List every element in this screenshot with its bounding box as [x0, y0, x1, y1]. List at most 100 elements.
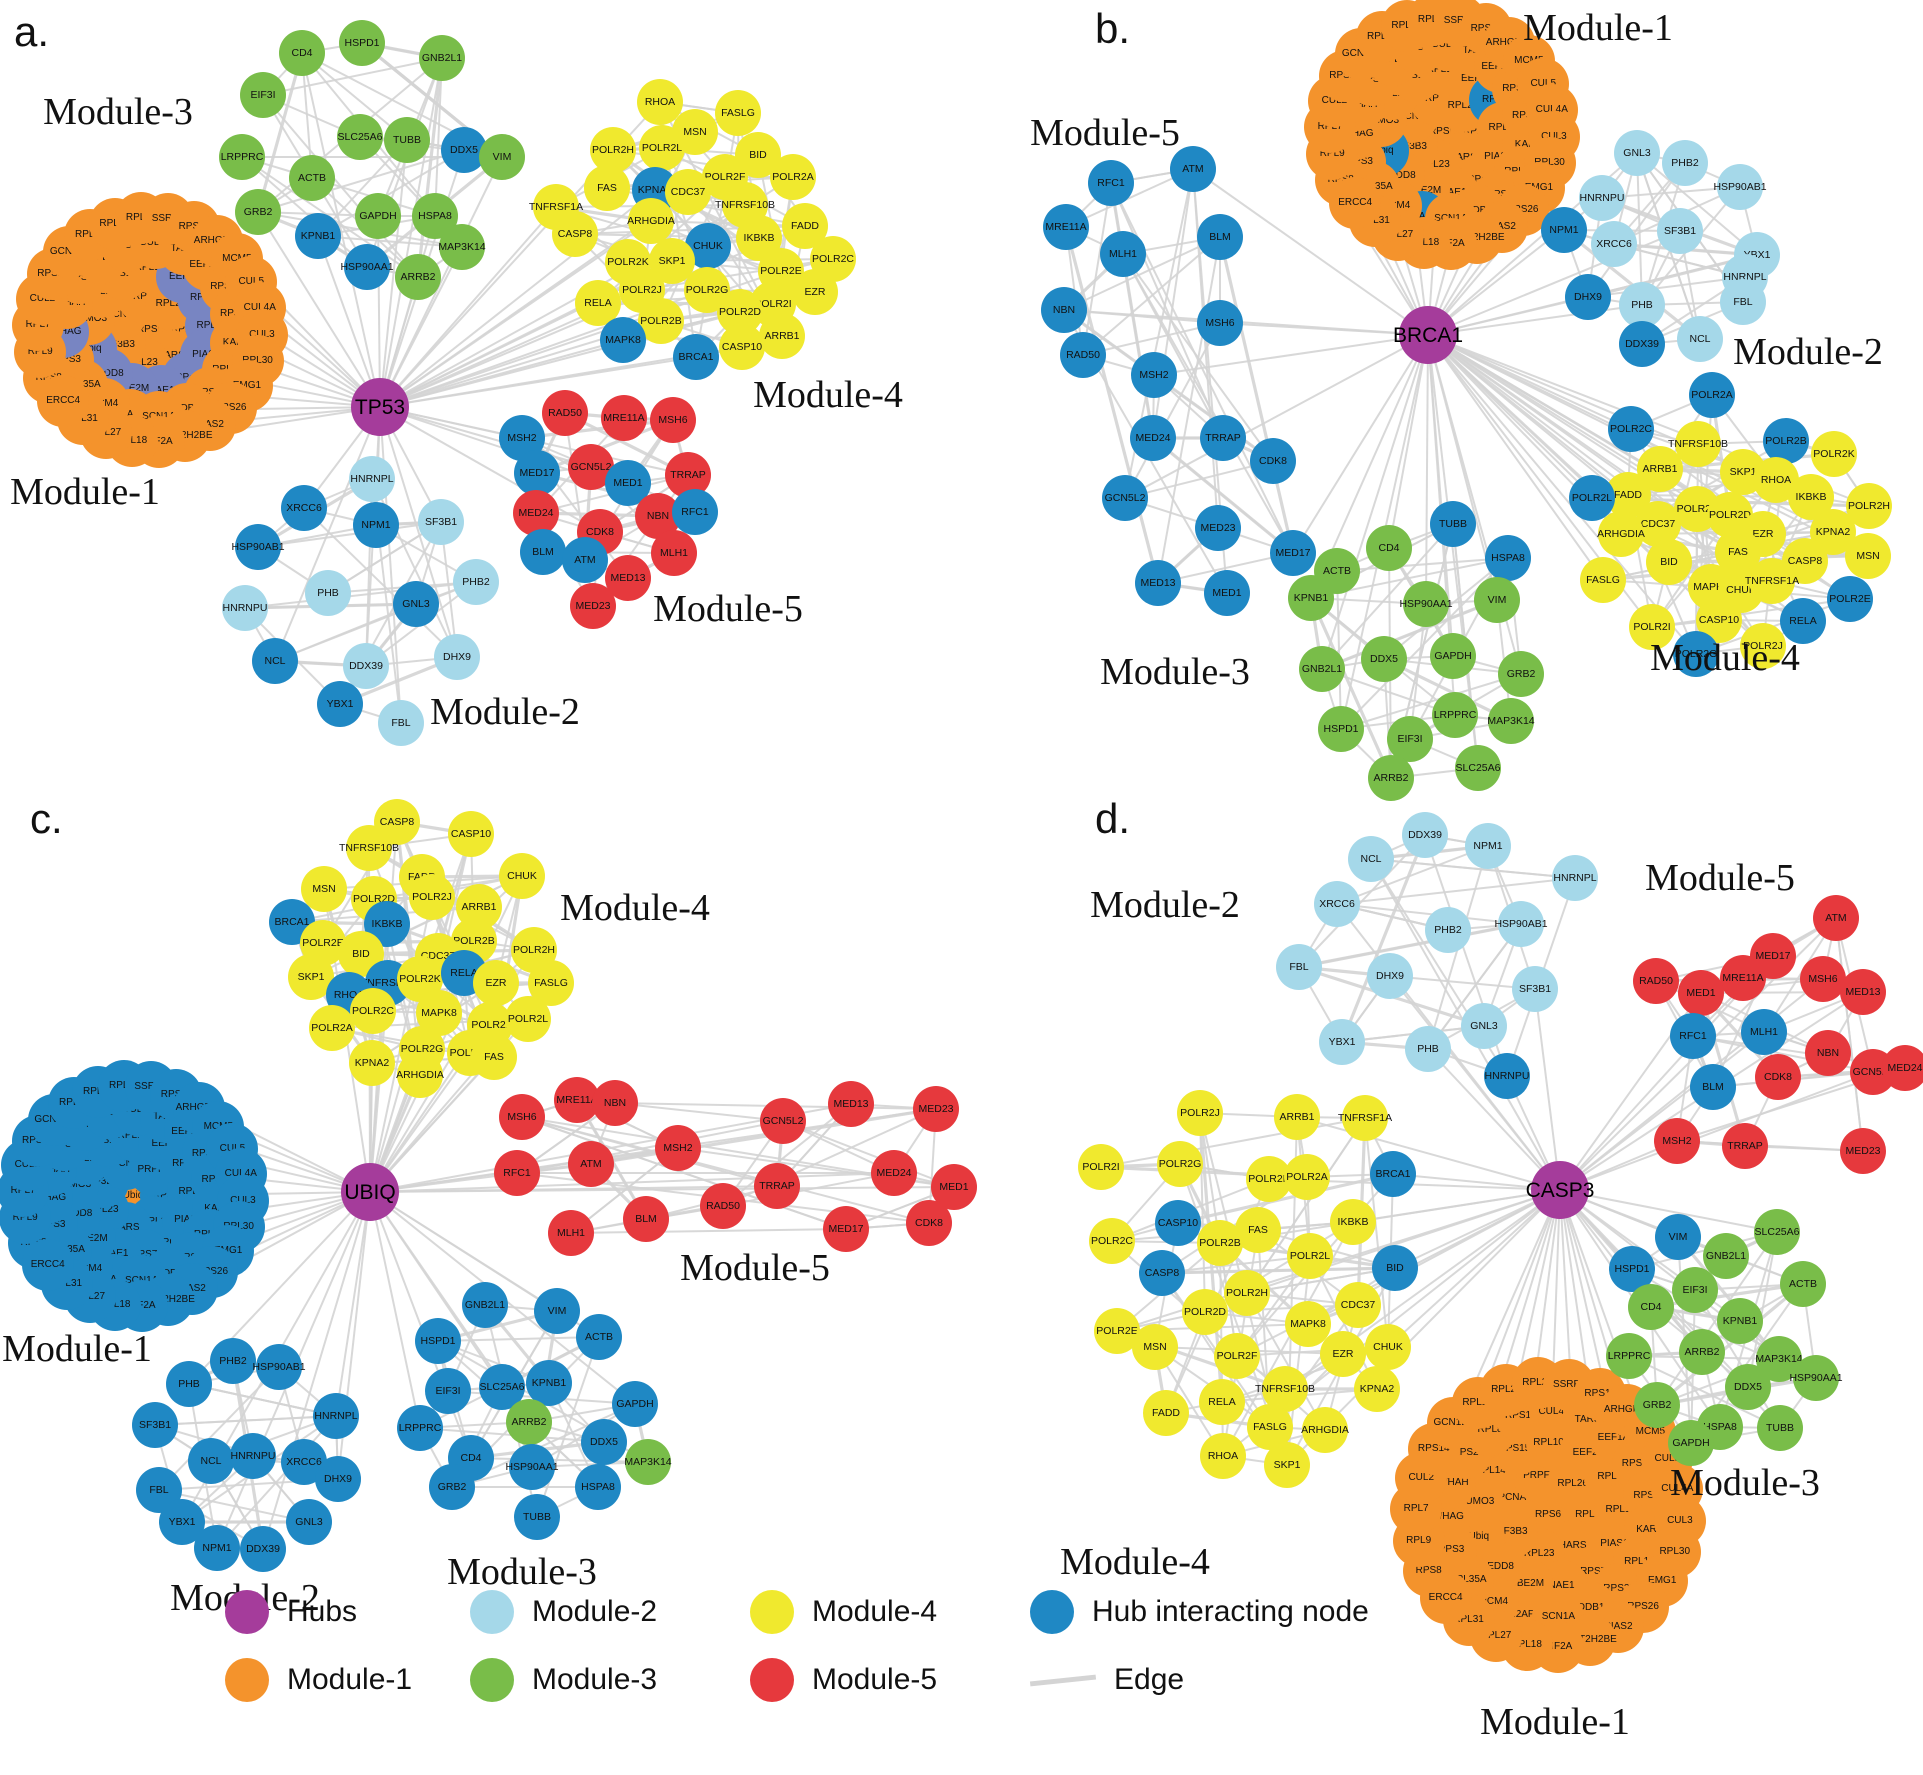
- node-b-DDX5[interactable]: DDX5: [1361, 636, 1407, 682]
- node-d-YBX1[interactable]: YBX1: [1319, 1019, 1365, 1065]
- node-c-POLR2L[interactable]: POLR2L: [505, 996, 551, 1042]
- node-a-FBL[interactable]: FBL: [378, 700, 424, 746]
- node-a-GAPDH[interactable]: GAPDH: [355, 193, 401, 239]
- node-c-NPM1[interactable]: NPM1: [194, 1525, 240, 1571]
- node-b-HSP90AA1[interactable]: HSP90AA1: [1399, 581, 1453, 627]
- node-b-HNRNPU[interactable]: HNRNPU: [1579, 175, 1625, 221]
- node-a-HSP90AA1[interactable]: HSP90AA1: [340, 244, 394, 290]
- node-d-POLR2I[interactable]: POLR2I: [1078, 1144, 1124, 1190]
- node-a-HSP90AB1[interactable]: HSP90AB1: [231, 524, 285, 570]
- node-c-ACTB[interactable]: ACTB: [576, 1314, 622, 1360]
- node-d-POLR2G[interactable]: POLR2G: [1157, 1141, 1203, 1187]
- node-b-module1-ERCC4[interactable]: ERCC4: [1329, 176, 1382, 229]
- node-a-TUBB[interactable]: TUBB: [384, 117, 430, 163]
- node-d-ARHGDIA[interactable]: ARHGDIA: [1301, 1407, 1349, 1453]
- node-c-HSPD1[interactable]: HSPD1: [415, 1318, 461, 1364]
- node-c-PHB2[interactable]: PHB2: [210, 1338, 256, 1384]
- node-b-HSP90AB1[interactable]: HSP90AB1: [1713, 164, 1767, 210]
- node-c-HSP90AA1[interactable]: HSP90AA1: [505, 1444, 559, 1490]
- node-d-XRCC6[interactable]: XRCC6: [1314, 881, 1360, 927]
- node-b-TRRAP[interactable]: TRRAP: [1200, 415, 1246, 461]
- node-d-RAD50[interactable]: RAD50: [1633, 958, 1679, 1004]
- node-b-DDX39[interactable]: DDX39: [1619, 321, 1665, 367]
- node-a-DDX39[interactable]: DDX39: [343, 643, 389, 689]
- node-a-NCL[interactable]: NCL: [252, 638, 298, 684]
- node-b-TNFRSF10B[interactable]: TNFRSF10B: [1668, 421, 1728, 467]
- node-c-DDX39[interactable]: DDX39: [240, 1526, 286, 1572]
- node-c-GCN5L2[interactable]: GCN5L2: [760, 1098, 806, 1144]
- node-c-GNL3[interactable]: GNL3: [286, 1499, 332, 1545]
- node-c-POLR2J[interactable]: POLR2J: [409, 874, 455, 920]
- node-b-KPNB1[interactable]: KPNB1: [1288, 575, 1334, 621]
- node-b-POLR2C[interactable]: POLR2C: [1608, 406, 1654, 452]
- node-d-TRRAP[interactable]: TRRAP: [1722, 1123, 1768, 1169]
- node-d-CDC37[interactable]: CDC37: [1335, 1282, 1381, 1328]
- node-b-MSN[interactable]: MSN: [1845, 533, 1891, 579]
- hub-node-BRCA1[interactable]: BRCA1: [1393, 306, 1463, 364]
- node-b-FBL[interactable]: FBL: [1720, 279, 1766, 325]
- node-b-VIM[interactable]: VIM: [1474, 577, 1520, 623]
- node-d-RELA[interactable]: RELA: [1199, 1379, 1245, 1425]
- node-b-HSPA8[interactable]: HSPA8: [1485, 535, 1531, 581]
- node-d-POLR2H[interactable]: POLR2H: [1224, 1270, 1270, 1316]
- node-d-RHOA[interactable]: RHOA: [1200, 1433, 1246, 1479]
- node-c-SF3B1[interactable]: SF3B1: [132, 1402, 178, 1448]
- node-b-BID[interactable]: BID: [1646, 539, 1692, 585]
- node-b-SF3B1[interactable]: SF3B1: [1657, 208, 1703, 254]
- node-b-ARHGDIA[interactable]: ARHGDIA: [1597, 511, 1645, 557]
- node-d-module1-ERCC4[interactable]: ERCC4: [1419, 1572, 1472, 1625]
- node-b-DHX9[interactable]: DHX9: [1565, 274, 1611, 320]
- node-d-TUBB[interactable]: TUBB: [1757, 1405, 1803, 1451]
- node-d-KPNA2[interactable]: KPNA2: [1354, 1366, 1400, 1412]
- node-a-HNRNPU[interactable]: HNRNPU: [222, 585, 268, 631]
- node-c-PHB[interactable]: PHB: [166, 1361, 212, 1407]
- node-a-CDC37[interactable]: CDC37: [665, 169, 711, 215]
- node-d-BLM[interactable]: BLM: [1690, 1064, 1736, 1110]
- node-b-CD4[interactable]: CD4: [1366, 525, 1412, 571]
- node-c-VIM[interactable]: VIM: [534, 1288, 580, 1334]
- node-c-module1-ERCC4[interactable]: ERCC4: [21, 1239, 74, 1292]
- node-b-LRPPRC[interactable]: LRPPRC: [1432, 692, 1478, 738]
- node-a-HNRNPL[interactable]: HNRNPL: [349, 456, 395, 502]
- node-d-GRB2[interactable]: GRB2: [1634, 1382, 1680, 1428]
- node-b-BLM[interactable]: BLM: [1197, 214, 1243, 260]
- node-a-CD4[interactable]: CD4: [279, 30, 325, 76]
- node-a-YBX1[interactable]: YBX1: [317, 681, 363, 727]
- node-c-HSP90AB1[interactable]: HSP90AB1: [252, 1344, 306, 1390]
- node-d-MSN[interactable]: MSN: [1132, 1324, 1178, 1370]
- node-c-HNRNPU[interactable]: HNRNPU: [230, 1433, 276, 1479]
- node-c-GAPDH[interactable]: GAPDH: [612, 1381, 658, 1427]
- node-a-EIF3I[interactable]: EIF3I: [240, 72, 286, 118]
- node-b-MED23[interactable]: MED23: [1195, 505, 1241, 551]
- node-d-POLR2A[interactable]: POLR2A: [1284, 1154, 1330, 1200]
- node-c-FAS[interactable]: FAS: [471, 1034, 517, 1080]
- node-c-RAD50[interactable]: RAD50: [700, 1183, 746, 1229]
- node-d-CDK8[interactable]: CDK8: [1755, 1054, 1801, 1100]
- node-d-MED24[interactable]: MED24: [1882, 1045, 1923, 1091]
- node-d-FADD[interactable]: FADD: [1143, 1390, 1189, 1436]
- node-d-POLR2L[interactable]: POLR2L: [1287, 1233, 1333, 1279]
- node-d-PHB[interactable]: PHB: [1405, 1026, 1451, 1072]
- node-a-GRB2[interactable]: GRB2: [235, 189, 281, 235]
- node-b-MRE11A[interactable]: MRE11A: [1043, 204, 1089, 250]
- node-d-MLH1[interactable]: MLH1: [1741, 1009, 1787, 1055]
- node-c-MSH6[interactable]: MSH6: [499, 1094, 545, 1140]
- node-c-DHX9[interactable]: DHX9: [315, 1456, 361, 1502]
- node-d-SKP1[interactable]: SKP1: [1264, 1442, 1310, 1488]
- node-d-ATM[interactable]: ATM: [1813, 895, 1859, 941]
- node-a-MED23[interactable]: MED23: [570, 583, 616, 629]
- node-c-MED24[interactable]: MED24: [871, 1150, 917, 1196]
- node-c-GRB2[interactable]: GRB2: [429, 1464, 475, 1510]
- node-b-TUBB[interactable]: TUBB: [1430, 501, 1476, 547]
- node-b-MED24[interactable]: MED24: [1130, 415, 1176, 461]
- node-d-NCL[interactable]: NCL: [1348, 836, 1394, 882]
- node-b-GRB2[interactable]: GRB2: [1498, 651, 1544, 697]
- node-b-HSPD1[interactable]: HSPD1: [1318, 706, 1364, 752]
- node-c-DDX5[interactable]: DDX5: [581, 1419, 627, 1465]
- node-d-SF3B1[interactable]: SF3B1: [1512, 966, 1558, 1012]
- hub-node-TP53[interactable]: TP53: [351, 378, 409, 436]
- node-d-HSP90AB1[interactable]: HSP90AB1: [1494, 901, 1548, 947]
- node-a-RFC1[interactable]: RFC1: [672, 489, 718, 535]
- node-b-TNFRSF1A[interactable]: TNFRSF1A: [1745, 558, 1799, 604]
- node-b-SLC25A6[interactable]: SLC25A6: [1455, 745, 1501, 791]
